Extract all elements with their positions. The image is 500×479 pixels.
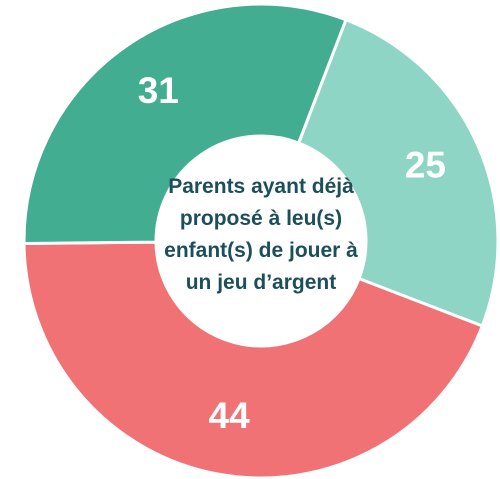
- data-label: 25: [405, 145, 446, 186]
- data-label: 44: [209, 395, 251, 436]
- donut-slice: [296, 17, 500, 328]
- donut-slice: [22, 240, 485, 479]
- donut-slice: [22, 2, 348, 245]
- data-label: 31: [138, 70, 179, 111]
- chart-title: Parents ayant déjà proposé à leu(s) enfa…: [164, 175, 358, 294]
